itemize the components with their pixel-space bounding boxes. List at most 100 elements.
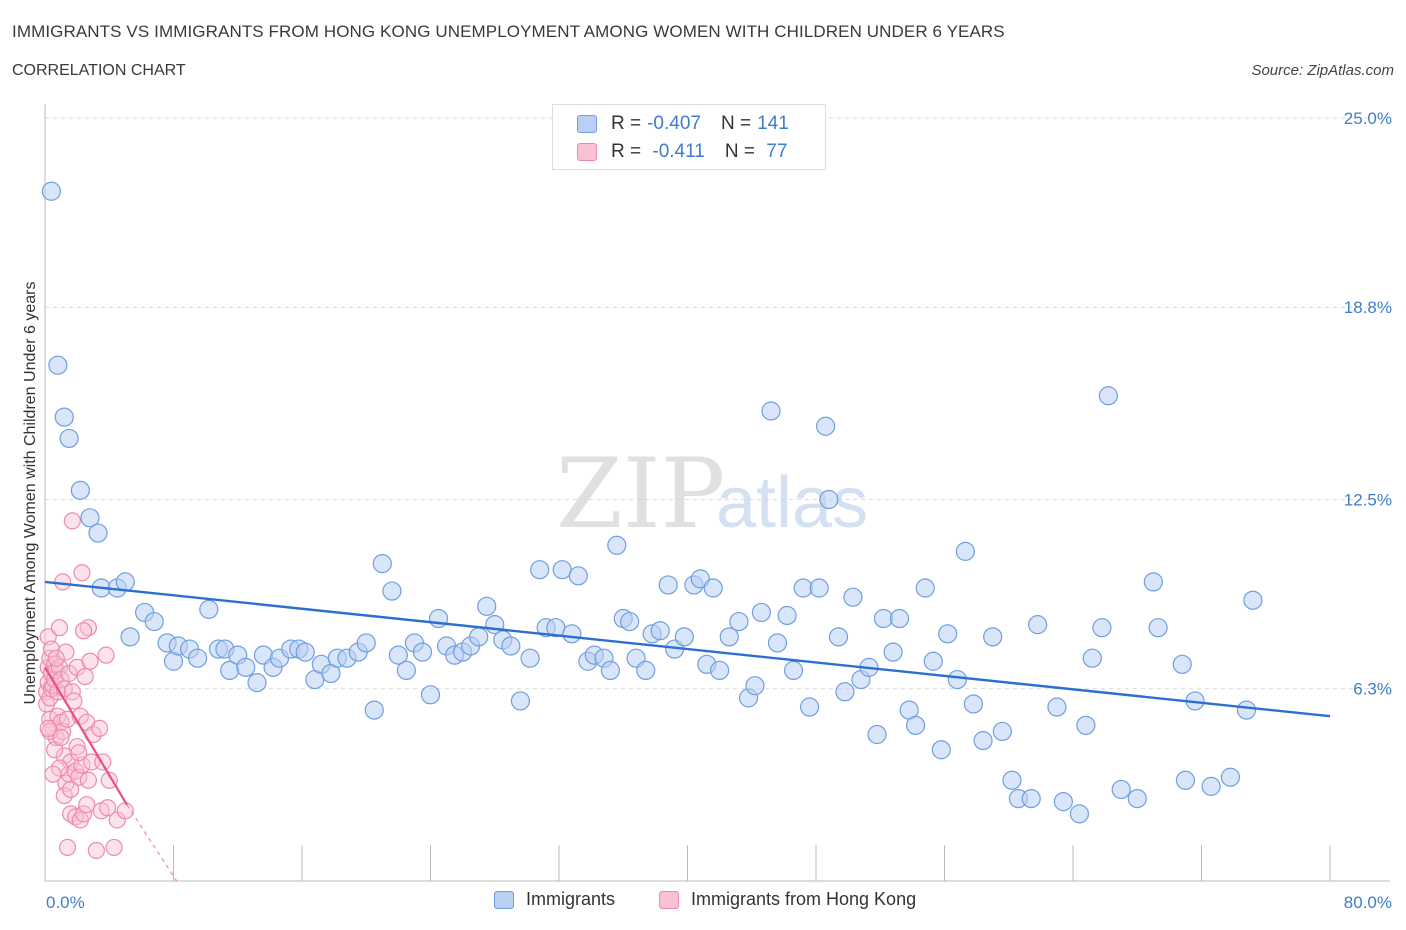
correlation-legend: R = -0.407 N = 141 R = -0.411 N = 77 bbox=[552, 104, 826, 170]
immigrants-point bbox=[983, 627, 1003, 647]
chart-title: IMMIGRANTS VS IMMIGRANTS FROM HONG KONG … bbox=[12, 22, 1005, 41]
hk-point bbox=[79, 771, 97, 789]
y-axis-label: Unemployment Among Women with Children U… bbox=[22, 281, 39, 704]
hk-point bbox=[79, 619, 97, 637]
immigrants-point bbox=[1092, 618, 1112, 638]
immigrants-point bbox=[799, 697, 820, 717]
immigrants-point bbox=[144, 611, 164, 632]
immigrants-point bbox=[1111, 779, 1131, 800]
immigrants-point bbox=[745, 676, 765, 696]
hk-point bbox=[100, 771, 118, 789]
hk-point bbox=[58, 838, 77, 857]
immigrants-point bbox=[1021, 788, 1041, 809]
immigrants-point bbox=[816, 416, 836, 436]
watermark-zip: ZIP bbox=[556, 438, 725, 550]
hk-point bbox=[78, 796, 96, 814]
immigrants-point bbox=[710, 660, 730, 681]
immigrants-point bbox=[783, 660, 804, 681]
legend-swatch-hk bbox=[659, 890, 679, 909]
immigrants-point bbox=[963, 694, 984, 714]
immigrants-point bbox=[41, 181, 62, 201]
hk-point bbox=[54, 573, 72, 591]
immigrants-point bbox=[396, 660, 417, 681]
immigrants-point bbox=[59, 428, 79, 449]
hk-trend-line-extension bbox=[126, 804, 178, 882]
immigrants-point bbox=[88, 523, 108, 543]
chart-subtitle: CORRELATION CHART bbox=[12, 62, 186, 79]
immigrants-point bbox=[1069, 804, 1090, 824]
immigrants-point bbox=[600, 660, 621, 681]
immigrants-point bbox=[48, 355, 68, 375]
watermark: ZIP atlas bbox=[556, 438, 868, 550]
legend-swatch-hk bbox=[577, 143, 597, 161]
hk-point bbox=[81, 652, 99, 670]
immigrants-point bbox=[520, 648, 540, 668]
series-legend: Immigrants Immigrants from Hong Kong bbox=[0, 889, 1406, 915]
legend-swatch-immigrants bbox=[494, 890, 514, 909]
immigrants-point bbox=[835, 682, 855, 702]
immigrants-point bbox=[1143, 572, 1163, 592]
immigrants-point bbox=[1053, 792, 1073, 812]
hk-point bbox=[50, 759, 69, 777]
immigrants-point bbox=[883, 642, 903, 662]
immigrants-point bbox=[1002, 770, 1022, 790]
legend-item-hk[interactable]: Immigrants from Hong Kong bbox=[659, 889, 916, 910]
immigrants-point bbox=[828, 627, 849, 647]
legend-label-immigrants: Immigrants bbox=[526, 889, 616, 909]
immigrants-point bbox=[1076, 715, 1096, 735]
immigrants-point bbox=[477, 596, 497, 616]
immigrants-point bbox=[54, 407, 74, 427]
hk-point bbox=[99, 799, 117, 817]
hk-point bbox=[50, 619, 69, 637]
x-tick-label: 80.0% bbox=[1344, 893, 1392, 912]
hk-point bbox=[105, 838, 123, 857]
immigrants-point bbox=[80, 508, 100, 528]
immigrants-point bbox=[501, 636, 521, 656]
y-tick-label: 12.5% bbox=[1344, 491, 1392, 510]
immigrants-point bbox=[761, 401, 781, 421]
immigrants-point bbox=[412, 642, 433, 662]
immigrants-point bbox=[1236, 700, 1257, 720]
legend-item-immigrants[interactable]: Immigrants bbox=[494, 889, 615, 910]
immigrants-point bbox=[767, 633, 788, 653]
hk-point bbox=[68, 738, 86, 756]
hk-point bbox=[57, 643, 75, 661]
immigrants-point bbox=[295, 642, 315, 662]
y-tick-labels: 6.3% 12.5% 18.8% 25.0% bbox=[1344, 109, 1392, 699]
y-tick-label: 25.0% bbox=[1344, 109, 1392, 128]
immigrants-point bbox=[372, 553, 392, 574]
hk-point bbox=[76, 667, 94, 686]
legend-row-hk: R = -0.411 N = 77 bbox=[577, 139, 787, 165]
legend-n-label: N = bbox=[720, 113, 752, 134]
immigrants-point bbox=[1220, 767, 1241, 787]
immigrants-point bbox=[1175, 770, 1196, 790]
immigrants-point bbox=[1047, 697, 1067, 717]
legend-r-value: -0.411 bbox=[647, 141, 705, 162]
immigrants-point bbox=[777, 605, 797, 626]
hk-point bbox=[62, 805, 80, 823]
immigrants-point bbox=[552, 560, 572, 580]
hk-point bbox=[116, 802, 134, 820]
source-label: Source: ZipAtlas.com bbox=[1251, 62, 1394, 79]
grid-lines bbox=[45, 117, 1370, 690]
y-tick-label: 18.8% bbox=[1344, 298, 1392, 317]
immigrants-point bbox=[1201, 776, 1221, 796]
immigrants-point bbox=[658, 575, 678, 595]
legend-n-label: N = bbox=[724, 141, 755, 162]
immigrants-point bbox=[992, 721, 1012, 742]
trend-lines bbox=[44, 580, 1331, 882]
legend-swatch-immigrants bbox=[577, 115, 597, 133]
immigrants-point bbox=[382, 581, 402, 601]
immigrants-point bbox=[356, 633, 376, 653]
immigrants-point bbox=[931, 740, 951, 760]
axes bbox=[44, 104, 1390, 882]
legend-n-value: 77 bbox=[760, 141, 788, 162]
series-immigrants-from-hong-kong bbox=[38, 512, 134, 860]
hk-point bbox=[55, 786, 73, 805]
immigrants-point bbox=[115, 572, 135, 592]
immigrants-point bbox=[1028, 615, 1048, 635]
hk-point bbox=[47, 661, 65, 680]
watermark-atlas: atlas bbox=[716, 463, 868, 543]
immigrants-point bbox=[843, 587, 863, 607]
